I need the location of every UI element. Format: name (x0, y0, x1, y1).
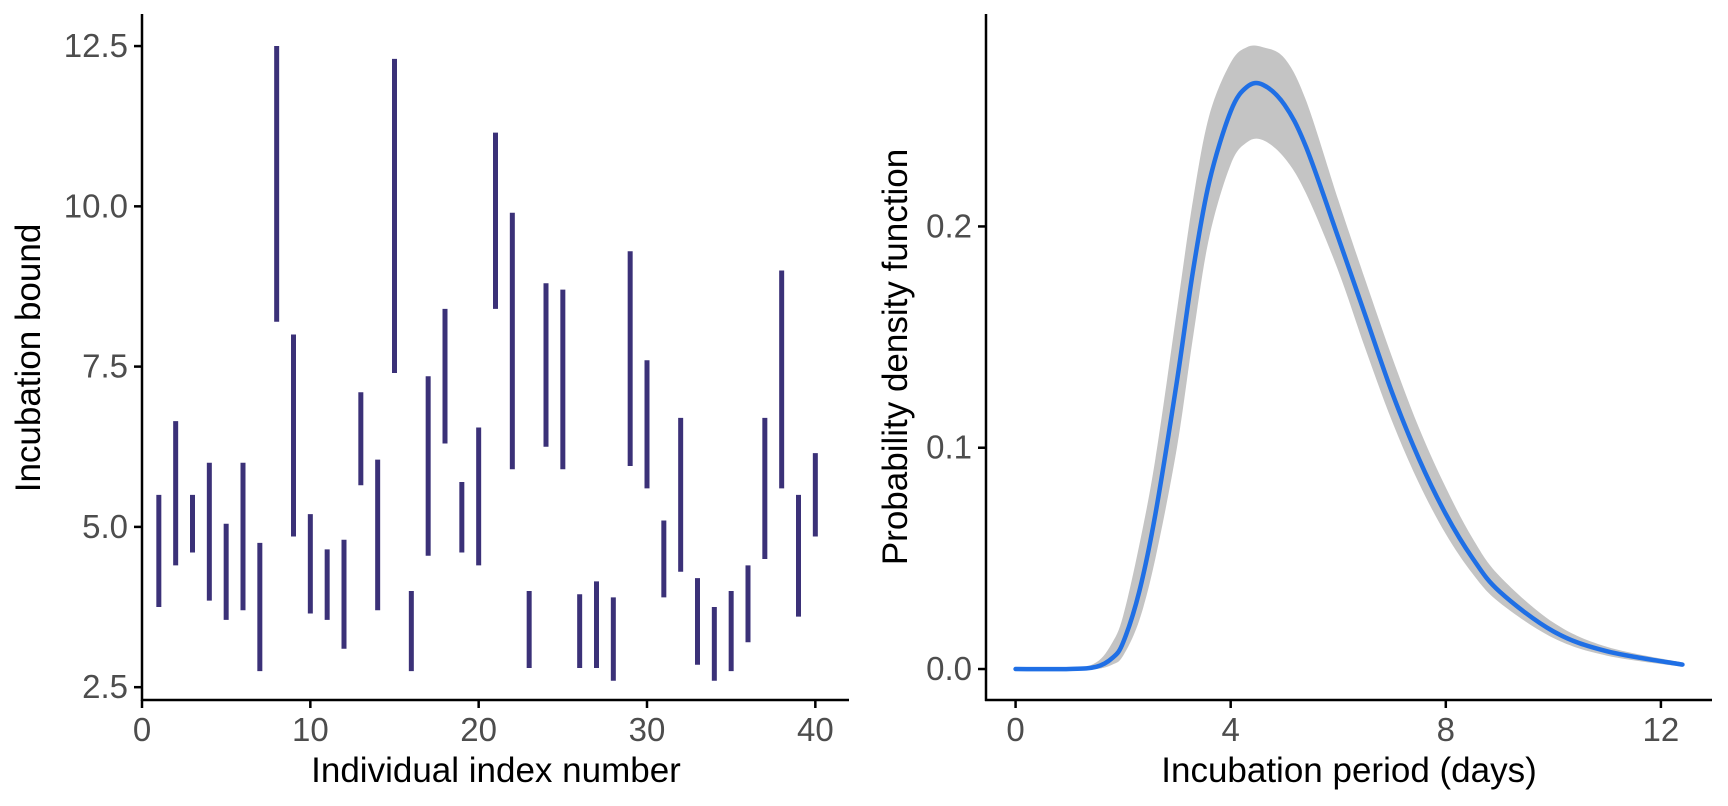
confidence-band (1015, 45, 1683, 670)
right-x-tick-label: 8 (1437, 711, 1455, 748)
right-x-ticks: 0 4 8 12 (1006, 700, 1679, 748)
density-chart-panel: 0.0 0.1 0.2 0 4 8 12 Incubation period (days)… (876, 14, 1712, 790)
left-x-tick-label: 0 (133, 711, 151, 748)
right-y-axis-title: Probability density function (876, 149, 915, 565)
left-x-tick-label: 40 (797, 711, 834, 748)
right-x-tick-label: 12 (1643, 711, 1680, 748)
left-y-tick-label: 5.0 (82, 508, 128, 545)
right-x-tick-label: 0 (1006, 711, 1024, 748)
left-y-axis-title: Incubation bound (9, 224, 48, 493)
interval-bars (156, 46, 818, 681)
right-x-axis-title: Incubation period (days) (1161, 751, 1537, 790)
right-y-tick-label: 0.2 (926, 207, 972, 244)
right-y-tick-label: 0.0 (926, 650, 972, 687)
left-y-tick-label: 12.5 (64, 27, 128, 64)
left-y-tick-label: 7.5 (82, 348, 128, 385)
right-x-tick-label: 4 (1222, 711, 1240, 748)
left-x-tick-label: 10 (292, 711, 329, 748)
left-y-ticks: 2.5 5.0 7.5 10.0 12.5 (64, 27, 142, 705)
left-y-tick-label: 10.0 (64, 187, 128, 224)
right-y-ticks: 0.0 0.1 0.2 (926, 207, 986, 687)
interval-chart-panel: 2.5 5.0 7.5 10.0 12.5 0 10 20 30 40 Individual i… (9, 14, 849, 790)
left-x-ticks: 0 10 20 30 40 (133, 700, 834, 748)
left-x-tick-label: 30 (629, 711, 666, 748)
left-y-tick-label: 2.5 (82, 668, 128, 705)
right-y-tick-label: 0.1 (926, 429, 972, 466)
left-x-axis-title: Individual index number (311, 751, 681, 790)
left-x-tick-label: 20 (460, 711, 497, 748)
density-line (1013, 80, 1685, 672)
